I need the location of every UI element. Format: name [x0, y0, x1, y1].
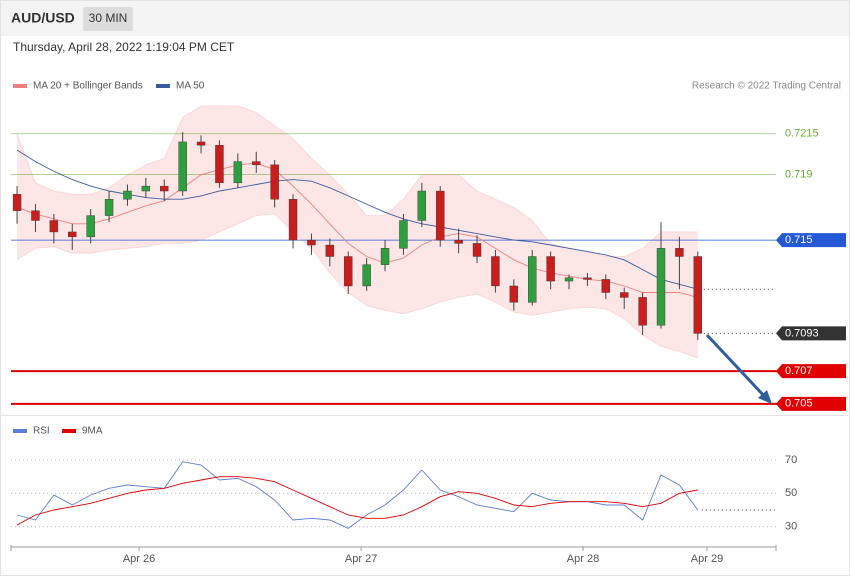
candle-body	[564, 277, 574, 282]
candle-body	[546, 256, 555, 282]
y-tick-label: 70	[785, 454, 797, 466]
candle-body	[288, 199, 298, 241]
candle-body	[399, 220, 408, 249]
y-tick-label: 50	[785, 487, 797, 499]
candle-body	[675, 248, 684, 257]
candle-body	[454, 239, 463, 244]
legend-label: MA 20 + Bollinger Bands	[33, 81, 143, 92]
bollinger-band	[17, 105, 698, 359]
candle-body	[123, 190, 132, 200]
candle-body	[233, 161, 243, 184]
legend-swatch	[13, 429, 27, 433]
level-label: 0.707	[785, 365, 813, 377]
candle-body	[86, 215, 95, 238]
candle-body	[509, 285, 519, 303]
level-box	[776, 326, 846, 341]
level-box	[776, 364, 846, 379]
level-box	[776, 396, 846, 411]
legend-label: MA 50	[176, 81, 205, 92]
level-label: 0.7215	[785, 128, 819, 140]
rsi-line	[16, 476, 698, 526]
level-box	[776, 233, 846, 248]
candle-body	[491, 256, 500, 287]
candle-body	[12, 194, 22, 211]
x-tick-label: Apr 26	[123, 553, 155, 565]
legend-swatch	[13, 84, 27, 88]
candle-body	[417, 190, 427, 221]
rsi-panel: RSI 9MA 30 50 70 Apr 26 Apr 27 Apr 28 Apr 29	[10, 426, 797, 565]
candle-body	[472, 243, 482, 257]
candle-body	[620, 292, 629, 298]
x-tick-label: Apr 28	[567, 553, 599, 565]
symbol: AUD/USD	[11, 10, 75, 26]
interval: 30 MIN	[89, 11, 128, 25]
candle-body	[307, 239, 316, 246]
candle-body	[638, 297, 647, 326]
interval-badge	[83, 7, 133, 31]
x-tick-label: Apr 29	[691, 553, 723, 565]
candle-body	[601, 279, 611, 293]
candle-body	[104, 199, 114, 216]
legend-swatch	[156, 84, 170, 88]
price-panel: MA 20 + Bollinger Bands MA 50 0.7215 0.719 0…	[11, 81, 846, 411]
rsi-line	[16, 461, 699, 529]
legend-label: 9MA	[82, 426, 103, 437]
candle-body	[252, 161, 261, 166]
header-bar	[0, 0, 850, 36]
candle-body	[160, 185, 169, 192]
candle-body	[325, 244, 335, 257]
band-lower	[16, 213, 698, 359]
y-tick-label: 30	[785, 521, 797, 533]
level-label: 0.719	[785, 169, 813, 181]
candle-body	[49, 220, 59, 233]
candle-body	[215, 144, 224, 184]
candle-body	[528, 256, 537, 303]
candle-body	[178, 141, 187, 192]
forecast-arrow	[705, 333, 768, 400]
level-label: 0.715	[785, 234, 813, 246]
candle-body	[362, 264, 371, 287]
candle-body	[693, 256, 703, 334]
credit: Research © 2022 Trading Central	[692, 81, 841, 92]
legend-swatch	[62, 429, 76, 433]
candle-body	[344, 256, 353, 287]
candle-body	[141, 185, 151, 192]
x-tick-label: Apr 27	[345, 553, 377, 565]
legend-label: RSI	[33, 426, 50, 437]
candle-body	[436, 190, 445, 241]
candle-body	[68, 231, 77, 238]
candle-body	[270, 164, 279, 200]
candle-body	[31, 210, 40, 221]
candle-body	[656, 248, 666, 326]
level-label: 0.705	[785, 398, 813, 410]
date: Thursday, April 28, 2022 1:19:04 PM CET	[13, 40, 235, 54]
candle-body	[583, 277, 592, 280]
arrow-head	[758, 390, 772, 404]
level-label: 0.7093	[785, 327, 819, 339]
candle-body	[196, 141, 206, 146]
candle-body	[380, 248, 390, 265]
